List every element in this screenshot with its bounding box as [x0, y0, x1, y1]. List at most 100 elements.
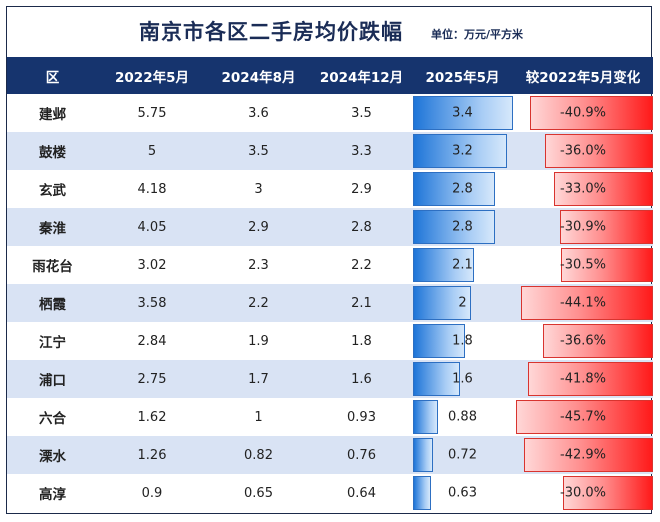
table-frame: 南京市各区二手房均价跌幅 单位：万元/平方米 区 2022年5月 2024年8月…: [6, 6, 653, 514]
may2025-cell: 3.2: [412, 132, 513, 170]
title-row: 南京市各区二手房均价跌幅 单位：万元/平方米: [7, 7, 653, 57]
change-cell: -33.0%: [513, 170, 653, 208]
may2025-cell: 0.88: [412, 398, 513, 436]
table-row: 玄武 4.18 3 2.9 2.8 -33.0%: [7, 170, 653, 208]
change-cell: -30.5%: [513, 246, 653, 284]
change-value: -33.0%: [560, 181, 606, 197]
district-cell: 建邺: [39, 107, 66, 123]
district-cell: 高淳: [39, 487, 66, 503]
aug2024-cell: 3.5: [206, 132, 311, 170]
change-value: -41.8%: [560, 371, 606, 387]
dec2024-cell: 3.5: [351, 105, 372, 121]
may2022-cell: 4.05: [98, 208, 206, 246]
change-value: -45.7%: [560, 409, 606, 425]
may2025-cell: 1.6: [412, 360, 513, 398]
may2025-value: 2.1: [452, 257, 473, 273]
may2025-value: 1.6: [452, 371, 473, 387]
district-cell: 玄武: [39, 183, 66, 199]
aug2024-cell: 1.9: [248, 333, 269, 349]
table-row: 鼓楼 5 3.5 3.3 3.2 -36.0%: [7, 132, 653, 170]
change-value: -44.1%: [560, 295, 606, 311]
dec2024-cell: 0.64: [347, 485, 376, 501]
aug2024-cell: 1: [254, 409, 263, 425]
may2025-cell: 2.1: [412, 246, 513, 284]
change-cell: -44.1%: [513, 284, 653, 322]
table-row: 秦淮 4.05 2.9 2.8 2.8 -30.9%: [7, 208, 653, 246]
may2022-cell: 1.62: [137, 409, 167, 425]
may2025-value: 0.63: [448, 485, 477, 501]
may2025-value: 2.8: [452, 181, 473, 197]
may2025-cell: 1.8: [412, 322, 513, 360]
table-row: 雨花台 3.02 2.3 2.2 2.1 -30.5%: [7, 246, 653, 284]
dec2024-cell: 0.93: [347, 409, 376, 425]
may2022-cell: 5.75: [137, 105, 167, 121]
price-data-bar: [413, 438, 434, 472]
district-cell: 六合: [39, 411, 66, 427]
table-row: 六合 1.62 1 0.93 0.88 -45.7%: [7, 398, 653, 436]
aug2024-cell: 0.65: [244, 485, 273, 501]
header-aug2024: 2024年8月: [206, 57, 311, 94]
district-cell: 江宁: [39, 335, 66, 351]
change-cell: -36.6%: [513, 322, 653, 360]
aug2024-cell: 2.3: [248, 257, 269, 273]
change-data-bar: [520, 286, 653, 320]
price-data-bar: [413, 476, 431, 510]
may2022-cell: 0.9: [141, 485, 163, 501]
change-value: -36.0%: [560, 143, 606, 159]
change-value: -40.9%: [560, 105, 606, 121]
table-row: 建邺 5.75 3.6 3.5 3.4 -40.9%: [7, 94, 653, 132]
may2022-cell: 3.58: [98, 284, 206, 322]
price-data-bar: [413, 362, 460, 396]
price-data-bar: [413, 134, 508, 168]
district-cell: 栖霞: [7, 284, 98, 322]
price-data-bar: [413, 248, 475, 282]
change-cell: -30.9%: [513, 208, 653, 246]
change-data-bar: [560, 210, 653, 244]
unit-note: 单位：万元/平方米: [431, 28, 524, 41]
aug2024-cell: 3.6: [248, 105, 269, 121]
price-data-bar: [413, 210, 496, 244]
may2025-cell: 2.8: [412, 170, 513, 208]
change-data-bar: [553, 172, 653, 206]
change-cell: -40.9%: [513, 94, 653, 132]
change-value: -30.0%: [560, 485, 606, 501]
change-value: -42.9%: [560, 447, 606, 463]
table-row: 浦口 2.75 1.7 1.6 1.6 -41.8%: [7, 360, 653, 398]
dec2024-cell: 0.76: [311, 436, 412, 474]
may2025-cell: 2: [412, 284, 513, 322]
header-change: 较2022年5月变化: [513, 57, 653, 94]
change-data-bar: [544, 134, 653, 168]
change-cell: -45.7%: [513, 398, 653, 436]
change-value: -30.9%: [560, 219, 606, 235]
change-cell: -42.9%: [513, 436, 653, 474]
dec2024-cell: 2.9: [351, 181, 372, 197]
aug2024-cell: 0.82: [206, 436, 311, 474]
may2025-cell: 3.4: [412, 94, 513, 132]
may2022-cell: 3.02: [137, 257, 167, 273]
header-may2022: 2022年5月: [98, 57, 206, 94]
may2022-cell: 2.84: [137, 333, 167, 349]
price-data-bar: [413, 324, 466, 358]
may2025-value: 1.8: [452, 333, 473, 349]
dec2024-cell: 3.3: [311, 132, 412, 170]
district-cell: 浦口: [7, 360, 98, 398]
may2025-cell: 0.72: [412, 436, 513, 474]
header-district: 区: [7, 57, 98, 94]
may2025-value: 2.8: [452, 219, 473, 235]
table-row: 高淳 0.9 0.65 0.64 0.63 -30.0%: [7, 474, 653, 512]
change-cell: -30.0%: [513, 474, 653, 512]
price-data-bar: [413, 96, 513, 130]
price-data-bar: [413, 286, 472, 320]
table-row: 栖霞 3.58 2.2 2.1 2 -44.1%: [7, 284, 653, 322]
table-row: 江宁 2.84 1.9 1.8 1.8 -36.6%: [7, 322, 653, 360]
change-cell: -36.0%: [513, 132, 653, 170]
change-data-bar: [527, 362, 653, 396]
district-cell: 鼓楼: [7, 132, 98, 170]
change-data-bar: [543, 324, 653, 358]
table-row: 溧水 1.26 0.82 0.76 0.72 -42.9%: [7, 436, 653, 474]
district-cell: 溧水: [7, 436, 98, 474]
may2022-cell: 5: [98, 132, 206, 170]
aug2024-cell: 2.9: [206, 208, 311, 246]
change-value: -30.5%: [560, 257, 606, 273]
may2025-value: 3.2: [452, 143, 473, 159]
